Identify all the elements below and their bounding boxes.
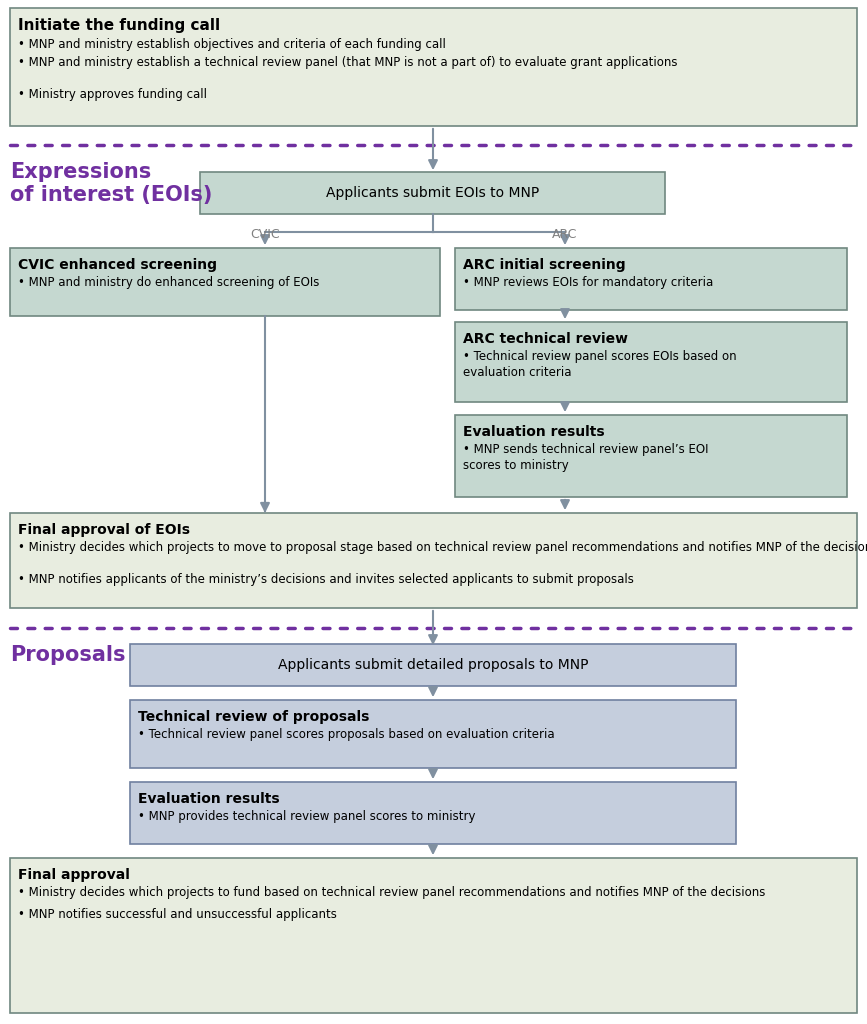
Text: • Technical review panel scores EOIs based on
evaluation criteria: • Technical review panel scores EOIs bas… bbox=[463, 350, 737, 379]
Text: ARC initial screening: ARC initial screening bbox=[463, 258, 626, 272]
Text: Expressions
of interest (EOIs): Expressions of interest (EOIs) bbox=[10, 162, 212, 205]
Text: • Ministry decides which projects to fund based on technical review panel recomm: • Ministry decides which projects to fun… bbox=[18, 886, 766, 899]
Text: • MNP provides technical review panel scores to ministry: • MNP provides technical review panel sc… bbox=[138, 810, 475, 823]
Text: Technical review of proposals: Technical review of proposals bbox=[138, 710, 369, 724]
Text: • MNP reviews EOIs for mandatory criteria: • MNP reviews EOIs for mandatory criteri… bbox=[463, 276, 714, 289]
Bar bbox=[10, 858, 857, 1013]
Text: Evaluation results: Evaluation results bbox=[463, 425, 604, 439]
Text: • MNP and ministry do enhanced screening of EOIs: • MNP and ministry do enhanced screening… bbox=[18, 276, 319, 289]
Text: Final approval: Final approval bbox=[18, 868, 130, 882]
Text: Initiate the funding call: Initiate the funding call bbox=[18, 18, 220, 33]
Bar bbox=[130, 644, 736, 686]
Text: • MNP notifies applicants of the ministry’s decisions and invites selected appli: • MNP notifies applicants of the ministr… bbox=[18, 573, 634, 586]
Text: • MNP sends technical review panel’s EOI
scores to ministry: • MNP sends technical review panel’s EOI… bbox=[463, 443, 708, 472]
Bar bbox=[130, 782, 736, 844]
Text: Applicants submit EOIs to MNP: Applicants submit EOIs to MNP bbox=[326, 186, 539, 200]
Text: • MNP and ministry establish objectives and criteria of each funding call: • MNP and ministry establish objectives … bbox=[18, 38, 446, 51]
Text: ARC technical review: ARC technical review bbox=[463, 332, 628, 346]
Bar bbox=[10, 513, 857, 608]
Text: • Technical review panel scores proposals based on evaluation criteria: • Technical review panel scores proposal… bbox=[138, 728, 555, 741]
Bar bbox=[130, 700, 736, 768]
Text: CVIC: CVIC bbox=[251, 228, 280, 241]
Text: ARC: ARC bbox=[552, 228, 577, 241]
Bar bbox=[200, 172, 665, 214]
Text: • Ministry approves funding call: • Ministry approves funding call bbox=[18, 88, 207, 101]
Text: CVIC enhanced screening: CVIC enhanced screening bbox=[18, 258, 217, 272]
Text: • MNP and ministry establish a technical review panel (that MNP is not a part of: • MNP and ministry establish a technical… bbox=[18, 56, 677, 69]
Text: • MNP notifies successful and unsuccessful applicants: • MNP notifies successful and unsuccessf… bbox=[18, 908, 337, 921]
Text: Proposals: Proposals bbox=[10, 645, 126, 665]
Text: • Ministry decides which projects to move to proposal stage based on technical r: • Ministry decides which projects to mov… bbox=[18, 541, 867, 554]
Text: Evaluation results: Evaluation results bbox=[138, 792, 280, 806]
Bar bbox=[10, 8, 857, 126]
Text: Final approval of EOIs: Final approval of EOIs bbox=[18, 523, 190, 537]
Bar bbox=[455, 322, 847, 402]
Text: Applicants submit detailed proposals to MNP: Applicants submit detailed proposals to … bbox=[277, 658, 588, 672]
Bar bbox=[455, 415, 847, 497]
Bar bbox=[455, 248, 847, 310]
Bar bbox=[10, 248, 440, 316]
